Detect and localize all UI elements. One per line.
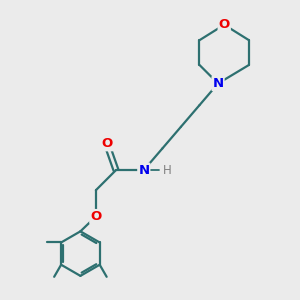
Text: O: O <box>101 137 112 150</box>
Text: N: N <box>212 77 224 90</box>
Text: N: N <box>138 164 149 177</box>
Text: H: H <box>163 164 172 177</box>
Text: O: O <box>90 210 101 223</box>
Text: O: O <box>219 18 230 31</box>
